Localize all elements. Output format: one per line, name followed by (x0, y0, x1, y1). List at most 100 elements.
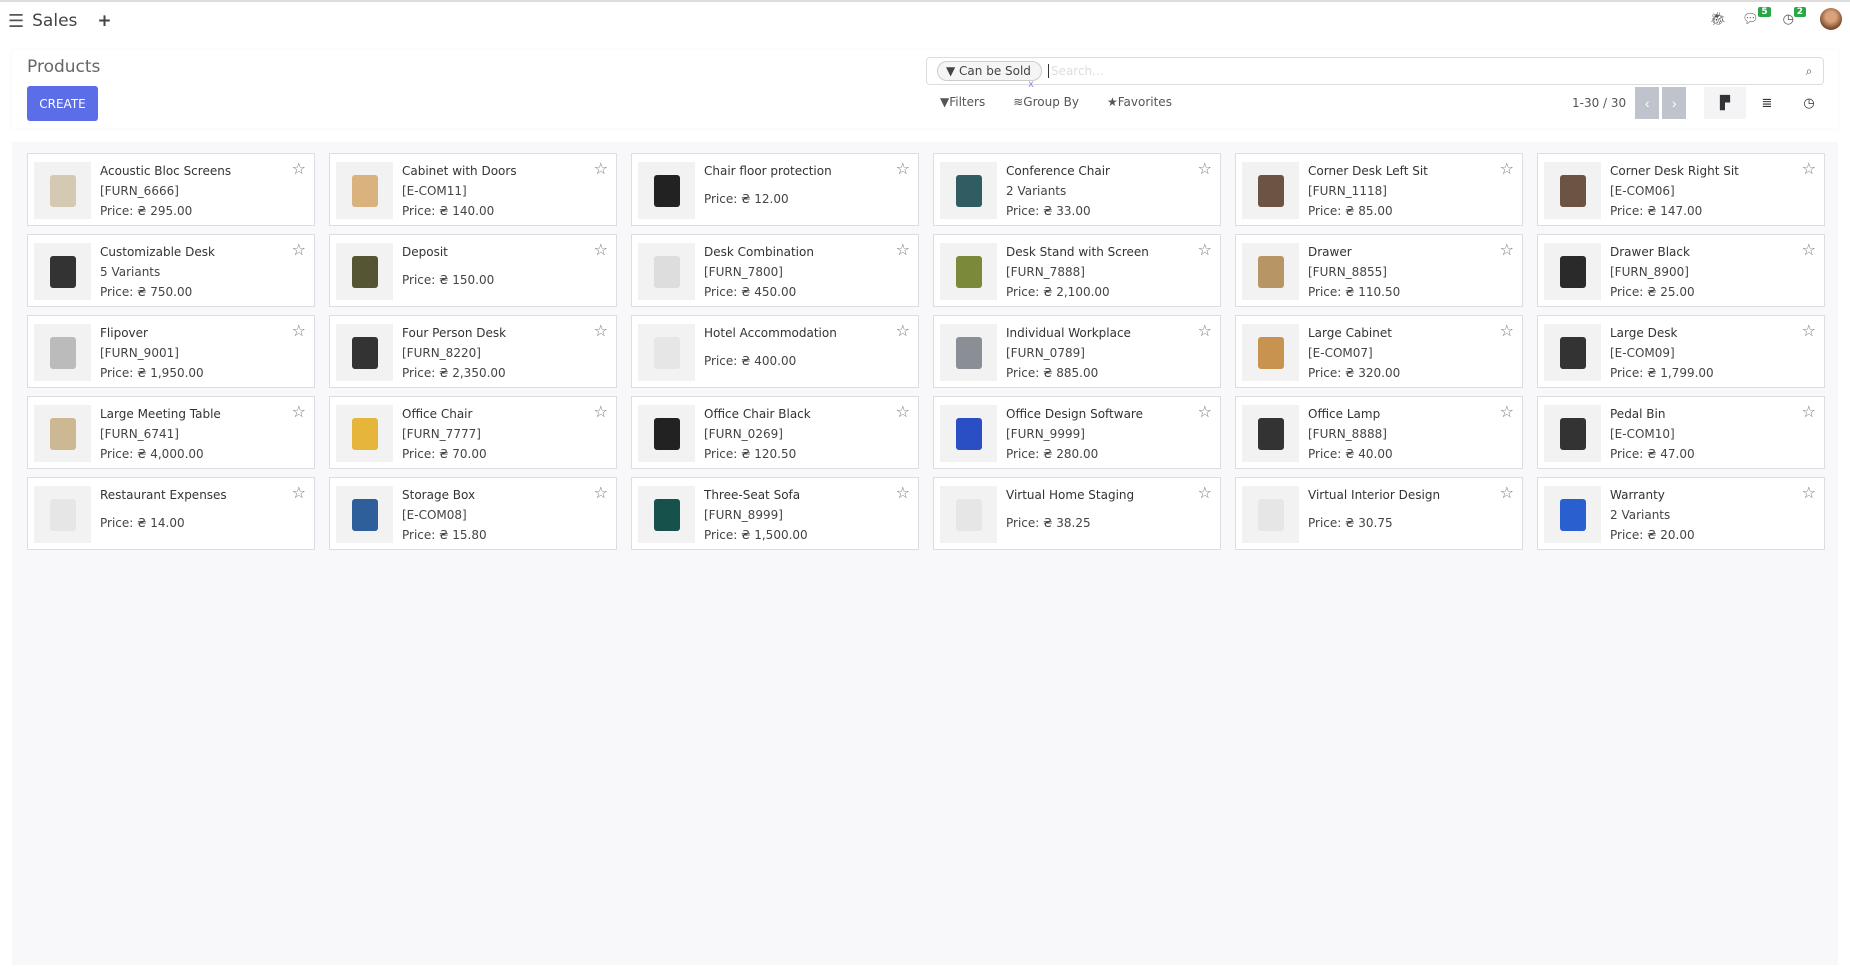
product-image (336, 486, 393, 543)
favorite-star-icon[interactable]: ☆ (291, 402, 306, 421)
product-code: [FURN_8999] (704, 508, 783, 522)
favorite-star-icon[interactable]: ☆ (1197, 483, 1212, 502)
filters-button[interactable]: ▼Filters (940, 95, 985, 109)
product-card[interactable]: Desk Stand with Screen [FURN_7888] Price: … (933, 234, 1221, 307)
product-card[interactable]: Virtual Home Staging Price: ₴ 38.25 ☆ (933, 477, 1221, 550)
favorite-star-icon[interactable]: ☆ (895, 321, 910, 340)
product-card[interactable]: Office Lamp [FURN_8888] Price: ₴ 40.00 ☆ (1235, 396, 1523, 469)
favorite-star-icon[interactable]: ☆ (1499, 159, 1514, 178)
favorites-button[interactable]: ★Favorites (1107, 95, 1172, 109)
product-card[interactable]: Virtual Interior Design Price: ₴ 30.75 ☆ (1235, 477, 1523, 550)
product-code: [E-COM08] (402, 508, 467, 522)
product-price: Price: ₴ 30.75 (1308, 516, 1393, 530)
favorite-star-icon[interactable]: ☆ (291, 321, 306, 340)
product-code: [FURN_8900] (1610, 265, 1689, 279)
favorite-star-icon[interactable]: ☆ (895, 159, 910, 178)
product-code: [FURN_7800] (704, 265, 783, 279)
favorite-star-icon[interactable]: ☆ (895, 483, 910, 502)
list-view-icon[interactable]: ≣ (1761, 95, 1773, 111)
debug-bug-icon[interactable]: 🐞︎ (1709, 11, 1727, 27)
product-name: Office Lamp (1308, 407, 1381, 421)
product-card[interactable]: Large Cabinet [E-COM07] Price: ₴ 320.00 ☆ (1235, 315, 1523, 388)
product-code: [FURN_0269] (704, 427, 783, 441)
favorite-star-icon[interactable]: ☆ (1197, 402, 1212, 421)
favorite-star-icon[interactable]: ☆ (1801, 321, 1816, 340)
favorite-star-icon[interactable]: ☆ (1499, 321, 1514, 340)
pager-previous-button[interactable]: ‹ (1635, 87, 1660, 119)
favorite-star-icon[interactable]: ☆ (291, 483, 306, 502)
user-avatar[interactable] (1820, 8, 1842, 30)
favorite-star-icon[interactable]: ☆ (291, 240, 306, 259)
product-card[interactable]: Flipover [FURN_9001] Price: ₴ 1,950.00 ☆ (27, 315, 315, 388)
product-card[interactable]: Three-Seat Sofa [FURN_8999] Price: ₴ 1,500… (631, 477, 919, 550)
product-card[interactable]: Large Meeting Table [FURN_6741] Price: ₴ 4… (27, 396, 315, 469)
product-card[interactable]: Hotel Accommodation Price: ₴ 400.00 ☆ (631, 315, 919, 388)
product-image (1544, 162, 1601, 219)
favorite-star-icon[interactable]: ☆ (1499, 402, 1514, 421)
product-card[interactable]: Large Desk [E-COM09] Price: ₴ 1,799.00 ☆ (1537, 315, 1825, 388)
product-card[interactable]: Drawer [FURN_8855] Price: ₴ 110.50 ☆ (1235, 234, 1523, 307)
product-card[interactable]: Pedal Bin [E-COM10] Price: ₴ 47.00 ☆ (1537, 396, 1825, 469)
favorite-star-icon[interactable]: ☆ (1197, 321, 1212, 340)
favorite-star-icon[interactable]: ☆ (593, 240, 608, 259)
favorite-star-icon[interactable]: ☆ (291, 159, 306, 178)
product-code: [FURN_9999] (1006, 427, 1085, 441)
product-card[interactable]: Individual Workplace [FURN_0789] Price: ₴ … (933, 315, 1221, 388)
favorite-star-icon[interactable]: ☆ (1197, 240, 1212, 259)
product-image (638, 324, 695, 381)
kanban-view: Acoustic Bloc Screens [FURN_6666] Price: ₴… (12, 142, 1838, 965)
favorite-star-icon[interactable]: ☆ (593, 483, 608, 502)
product-image (34, 405, 91, 462)
pager-value[interactable]: 1-30 / 30 (1572, 96, 1627, 110)
new-tab-plus-icon[interactable]: + (97, 11, 112, 31)
product-card[interactable]: Warranty 2 Variants Price: ₴ 20.00 ☆ (1537, 477, 1825, 550)
product-card[interactable]: Four Person Desk [FURN_8220] Price: ₴ 2,35… (329, 315, 617, 388)
remove-facet-icon[interactable]: x (1028, 79, 1034, 90)
favorite-star-icon[interactable]: ☆ (1197, 159, 1212, 178)
product-price: Price: ₴ 25.00 (1610, 285, 1695, 299)
product-card[interactable]: Drawer Black [FURN_8900] Price: ₴ 25.00 ☆ (1537, 234, 1825, 307)
create-button[interactable]: CREATE (27, 86, 98, 121)
pager-next-button[interactable]: › (1662, 87, 1687, 119)
activity-view-icon[interactable]: ◷ (1803, 95, 1815, 111)
favorite-star-icon[interactable]: ☆ (1499, 240, 1514, 259)
search-icon[interactable]: ⌕ (1805, 63, 1813, 78)
hamburger-menu-icon[interactable]: ☰ (8, 10, 25, 32)
product-name: Individual Workplace (1006, 326, 1131, 340)
favorite-star-icon[interactable]: ☆ (1801, 402, 1816, 421)
product-card[interactable]: Office Design Software [FURN_9999] Price: … (933, 396, 1221, 469)
product-code: [FURN_8220] (402, 346, 481, 360)
product-card[interactable]: Desk Combination [FURN_7800] Price: ₴ 450.… (631, 234, 919, 307)
product-card[interactable]: Cabinet with Doors [E-COM11] Price: ₴ 140.… (329, 153, 617, 226)
product-card[interactable]: Customizable Desk 5 Variants Price: ₴ 750.… (27, 234, 315, 307)
favorite-star-icon[interactable]: ☆ (1499, 483, 1514, 502)
activities-clock-icon[interactable]: ◷ 2 (1783, 6, 1806, 27)
kanban-view-icon[interactable]: ▛ (1704, 87, 1746, 119)
product-card[interactable]: Acoustic Bloc Screens [FURN_6666] Price: ₴… (27, 153, 315, 226)
product-image (638, 486, 695, 543)
product-card[interactable]: Conference Chair 2 Variants Price: ₴ 33.00… (933, 153, 1221, 226)
search-input[interactable] (1047, 64, 1795, 78)
app-title[interactable]: Sales (32, 11, 78, 31)
favorite-star-icon[interactable]: ☆ (593, 321, 608, 340)
favorite-star-icon[interactable]: ☆ (1801, 483, 1816, 502)
favorite-star-icon[interactable]: ☆ (593, 159, 608, 178)
product-image (34, 486, 91, 543)
group-by-button[interactable]: ≋Group By (1013, 95, 1079, 109)
product-card[interactable]: Corner Desk Left Sit [FURN_1118] Price: ₴ … (1235, 153, 1523, 226)
favorite-star-icon[interactable]: ☆ (593, 402, 608, 421)
favorite-star-icon[interactable]: ☆ (1801, 240, 1816, 259)
favorite-star-icon[interactable]: ☆ (895, 240, 910, 259)
favorite-star-icon[interactable]: ☆ (1801, 159, 1816, 178)
product-price: Price: ₴ 4,000.00 (100, 447, 204, 461)
favorite-star-icon[interactable]: ☆ (895, 402, 910, 421)
product-card[interactable]: Deposit Price: ₴ 150.00 ☆ (329, 234, 617, 307)
messages-badge: 5 (1758, 6, 1771, 17)
product-card[interactable]: Storage Box [E-COM08] Price: ₴ 15.80 ☆ (329, 477, 617, 550)
product-card[interactable]: Restaurant Expenses Price: ₴ 14.00 ☆ (27, 477, 315, 550)
product-card[interactable]: Office Chair Black [FURN_0269] Price: ₴ 12… (631, 396, 919, 469)
messages-icon[interactable]: 💬︎ 5 (1742, 6, 1771, 27)
product-card[interactable]: Chair floor protection Price: ₴ 12.00 ☆ (631, 153, 919, 226)
product-card[interactable]: Office Chair [FURN_7777] Price: ₴ 70.00 ☆ (329, 396, 617, 469)
product-card[interactable]: Corner Desk Right Sit [E-COM06] Price: ₴ 1… (1537, 153, 1825, 226)
